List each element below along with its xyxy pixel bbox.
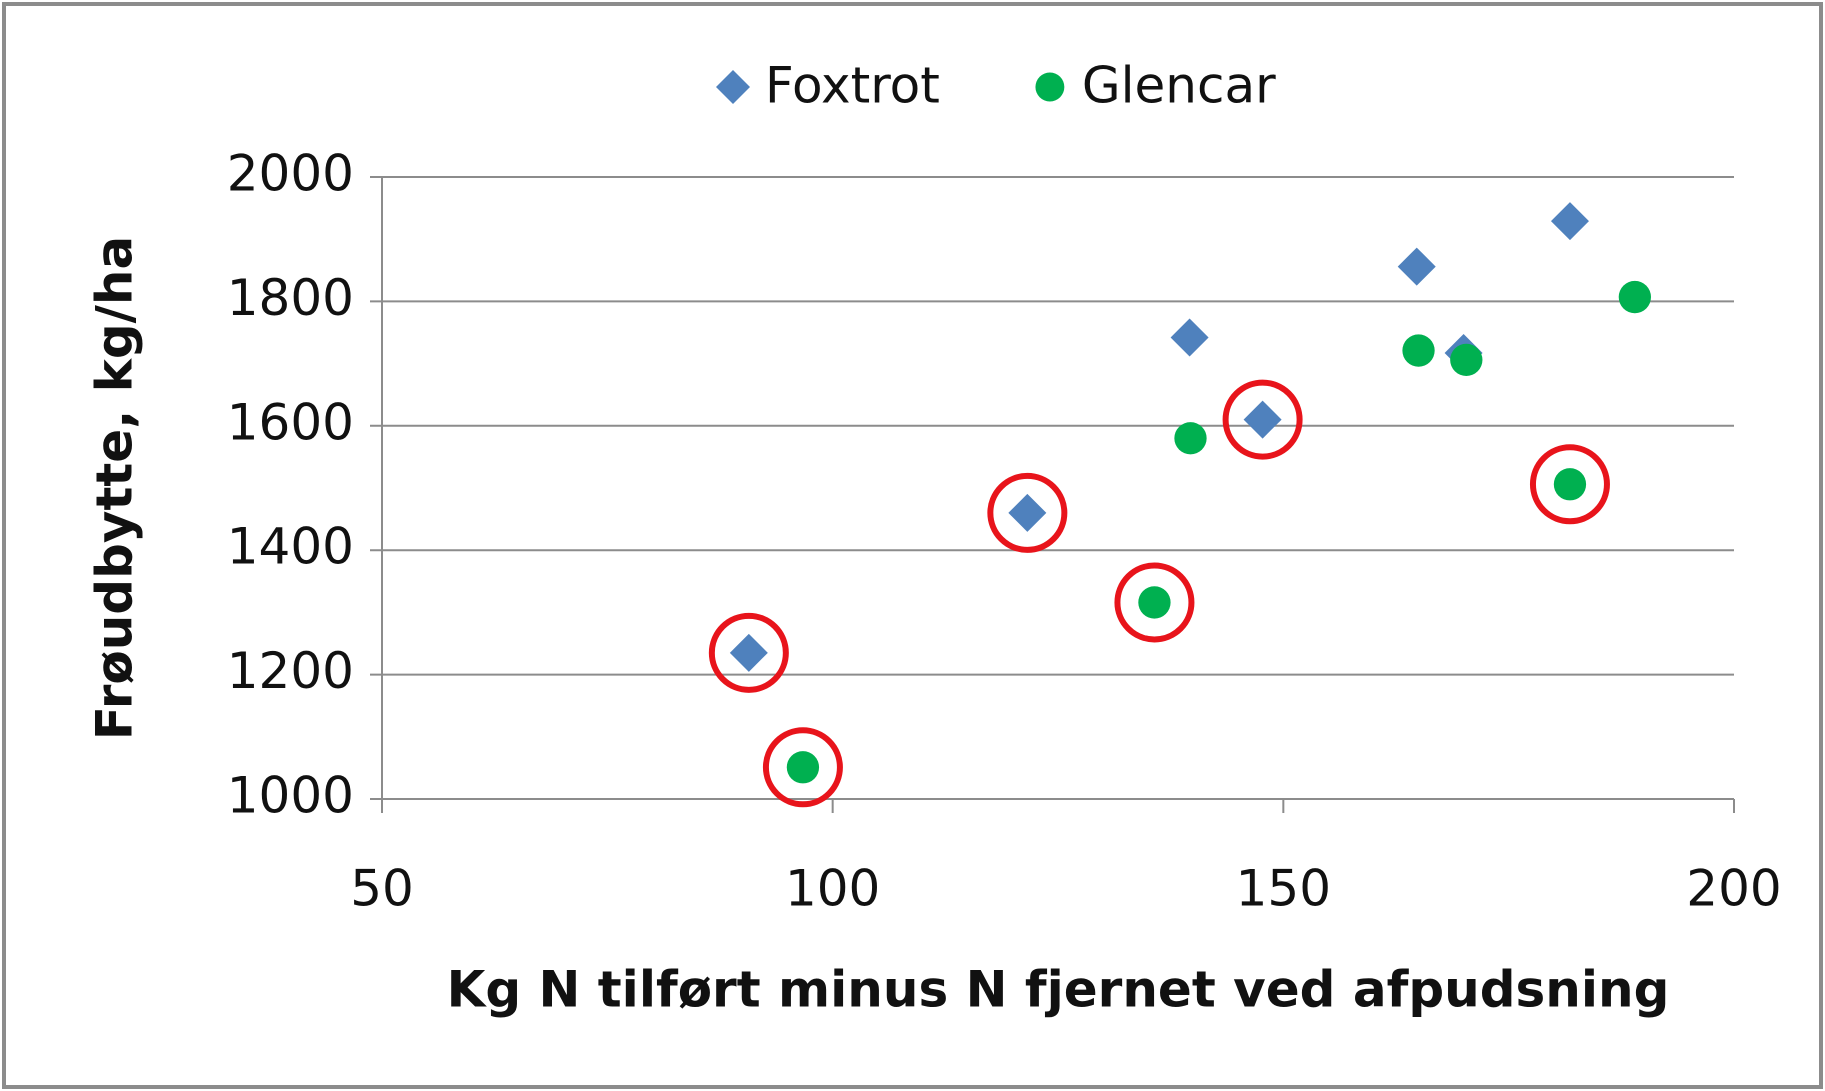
highlight-ring [1114,562,1195,643]
legend-label: Glencar [1082,57,1276,115]
x-axis-title: Kg N tilført minus N fjernet ved afpudsn… [447,961,1670,1019]
highlight-ring [1529,444,1610,525]
y-tick-label: 1800 [227,269,354,327]
point [1553,468,1587,501]
highlight-ring [1222,379,1303,460]
highlight-ring [708,612,789,693]
point [1138,586,1171,619]
y-axis-title: Frøudbytte, kg/ha [86,236,144,741]
point [729,633,768,672]
point [786,751,820,784]
legend-marker [716,70,750,104]
y-tick-label: 1600 [227,393,354,451]
x-tick-label: 50 [350,860,414,918]
point [1170,318,1209,357]
y-tick-label: 1000 [227,767,354,825]
point [1450,343,1483,377]
y-tick-label: 2000 [227,145,354,203]
point [1397,247,1436,286]
legend-marker [1035,72,1065,102]
point [1618,280,1652,314]
point [1550,202,1589,241]
point [1402,334,1435,367]
highlight-ring [762,727,843,808]
y-tick-label: 1200 [227,642,354,700]
x-tick-label: 200 [1686,860,1781,918]
point [1174,422,1207,455]
y-tick-label: 1400 [227,518,354,576]
highlight-ring [987,472,1068,553]
legend-label: Foxtrot [765,57,940,115]
point [1243,400,1282,439]
point [1008,493,1047,532]
x-tick-label: 100 [785,860,880,918]
x-tick-label: 150 [1236,860,1331,918]
